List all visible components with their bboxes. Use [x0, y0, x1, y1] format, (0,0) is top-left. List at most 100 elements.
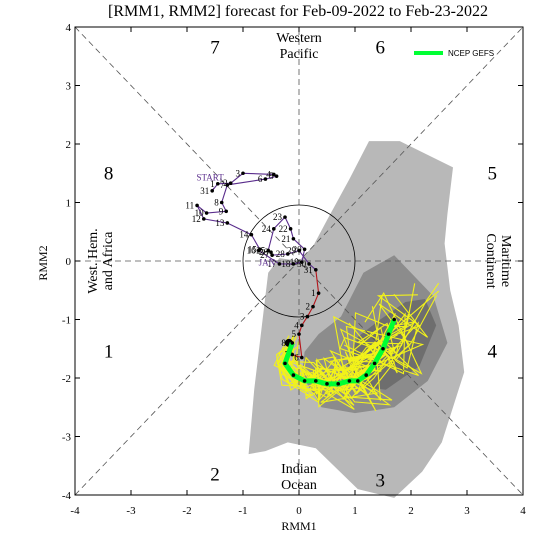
observed-day-label: 16	[247, 245, 257, 255]
observed-point	[307, 262, 311, 266]
region-bottom-line1: Indian	[281, 462, 317, 477]
y-tick-label: -3	[62, 432, 72, 444]
observed-point	[300, 323, 304, 328]
observed-day-label: 2	[306, 302, 311, 312]
observed-point	[249, 232, 254, 237]
observed-point	[291, 262, 296, 266]
observed-point	[219, 200, 224, 205]
y-tick-label: 0	[66, 256, 72, 268]
ensemble-mean-point	[291, 373, 296, 377]
observed-point	[272, 172, 276, 177]
observed-point	[195, 203, 199, 208]
observed-day-label: 1	[210, 179, 215, 189]
x-axis-ticks: -4 -3 -2 -1 0 1 2 3 4	[70, 27, 526, 517]
observed-day-label: 25	[256, 245, 266, 255]
observed-point	[290, 352, 295, 357]
observed-day-label: 4	[294, 320, 299, 330]
observed-day-label: 30	[297, 259, 307, 269]
region-top-line2: Pacific	[280, 47, 319, 62]
ensemble-mean-track	[282, 317, 397, 387]
legend-label: NCEP GEFS	[448, 49, 494, 58]
phase-number: 5	[487, 163, 497, 184]
ensemble-member-line	[282, 294, 422, 400]
x-tick-label: 2	[408, 505, 414, 517]
region-labels: Western Pacific Indian Ocean West. Hem. …	[86, 31, 513, 493]
ensemble-mean-point	[386, 332, 391, 336]
observed-day-label: 1	[311, 288, 316, 298]
observed-point	[216, 181, 220, 186]
observed-point	[302, 247, 307, 252]
observed-point	[311, 304, 315, 309]
observed-point	[274, 174, 279, 178]
observed-point	[228, 181, 233, 185]
observed-day-label: 11	[185, 200, 194, 210]
y-tick-label: -1	[62, 315, 71, 327]
observed-point	[241, 171, 245, 176]
observed-point	[224, 209, 228, 214]
observed-point	[300, 260, 304, 264]
x-tick-label: -1	[238, 505, 247, 517]
observed-day-label: 12	[192, 214, 201, 224]
observed-point	[286, 252, 290, 256]
observed-point	[297, 332, 301, 336]
observed-point	[270, 253, 274, 257]
ensemble-mean-line	[282, 318, 397, 387]
y-tick-label: 2	[66, 139, 72, 151]
observed-point	[300, 355, 304, 360]
phase-number: 6	[375, 37, 385, 58]
observed-day-label: 28	[276, 249, 286, 259]
x-tick-label: -3	[126, 505, 136, 517]
observed-day-label: 5	[269, 171, 274, 181]
observed-point	[305, 314, 310, 319]
ensemble-mean-point	[283, 361, 287, 366]
observed-day-label: 29	[287, 245, 297, 255]
x-tick-label: -4	[70, 505, 80, 517]
x-tick-label: 3	[464, 505, 470, 517]
observed-day-label: 7	[220, 180, 225, 190]
observed-day-label: 19	[290, 257, 300, 267]
ensemble-mean-point	[381, 346, 385, 351]
observed-point	[316, 291, 321, 295]
observed-day-label: 2	[223, 178, 228, 188]
region-left-line2: and Africa	[101, 231, 116, 290]
x-tick-label: 0	[296, 505, 302, 517]
legend: NCEP GEFS	[414, 49, 494, 58]
observed-day-label: 26	[259, 247, 269, 257]
ensemble-mean-point	[347, 379, 352, 383]
observed-point	[225, 221, 230, 225]
ensemble-mean-point	[372, 361, 377, 366]
observed-point	[291, 236, 296, 241]
phase-number: 8	[104, 163, 114, 184]
observed-day-label: 14	[239, 230, 249, 240]
ensemble-mean-point	[336, 382, 341, 386]
observed-day-label: 22	[279, 224, 288, 234]
x-axis-title: RMM1	[281, 519, 316, 533]
phase-number: 7	[210, 37, 220, 58]
observed-point	[277, 262, 282, 266]
observed-day-label: 9	[219, 206, 224, 216]
observed-point	[204, 211, 209, 215]
observed-day-label: 6	[294, 353, 299, 363]
phase-number: 2	[210, 465, 220, 486]
x-tick-label: 4	[520, 505, 526, 517]
observed-day-label: 5	[292, 329, 297, 339]
observed-day-label: 23	[273, 212, 283, 222]
phase-number: 4	[487, 342, 497, 363]
phase-number: 3	[375, 470, 385, 491]
observed-day-label: 10	[195, 208, 205, 218]
observed-point	[266, 248, 271, 253]
observed-point	[283, 215, 287, 219]
y-tick-label: -2	[62, 373, 71, 385]
observed-point	[297, 248, 301, 253]
observed-day-label: 3	[300, 312, 305, 322]
observed-day-label: 31	[304, 265, 313, 275]
observed-day-label: 20	[293, 244, 303, 254]
observed-point	[210, 189, 214, 193]
observed-day-label: 18	[281, 259, 291, 269]
ensemble-mean-point	[356, 379, 360, 383]
observed-day-label: 31	[200, 186, 209, 196]
observed-point	[314, 267, 318, 272]
y-axis-title: RMM2	[36, 245, 50, 280]
